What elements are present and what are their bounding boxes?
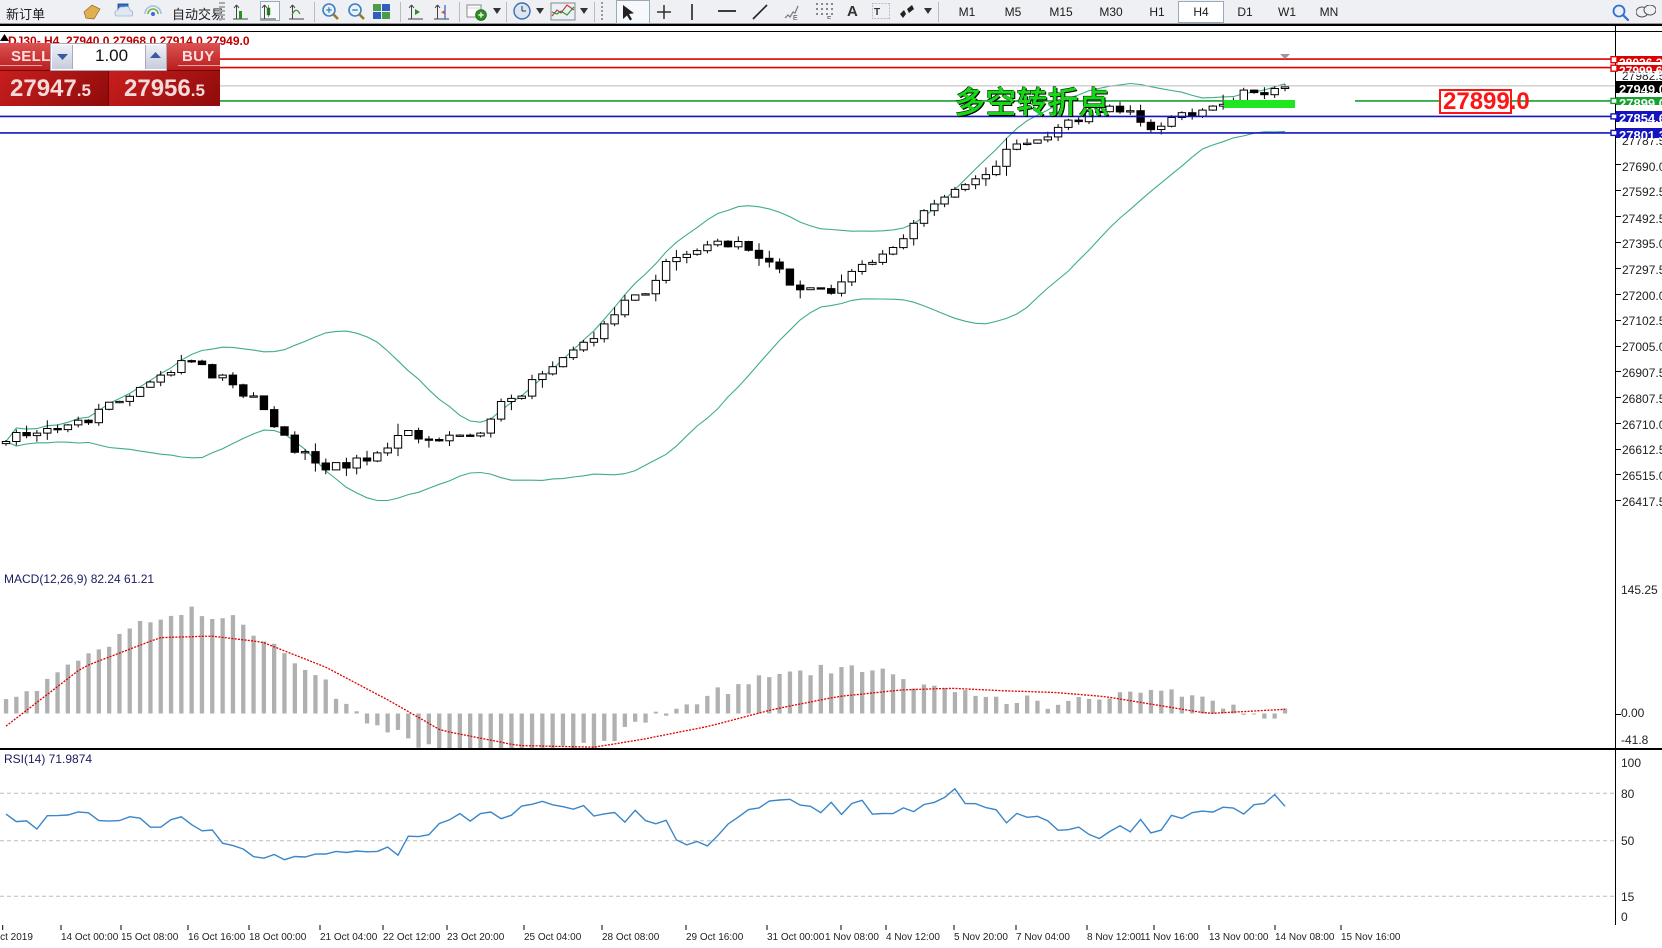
svg-text:E: E [793,15,798,21]
svg-text:T: T [874,7,880,18]
svg-text:F: F [827,16,831,19]
